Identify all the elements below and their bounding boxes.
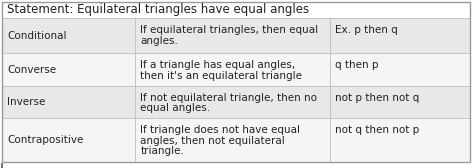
- Text: Statement: Equilateral triangles have equal angles: Statement: Equilateral triangles have eq…: [7, 4, 309, 16]
- Text: not p then not q: not p then not q: [335, 93, 419, 103]
- Text: If equilateral triangles, then equal: If equilateral triangles, then equal: [140, 25, 319, 35]
- Text: Contrapositive: Contrapositive: [7, 135, 83, 145]
- Text: If a triangle has equal angles,: If a triangle has equal angles,: [140, 60, 296, 71]
- Bar: [329, 53, 470, 86]
- Text: not q then not p: not q then not p: [335, 125, 419, 135]
- Text: If triangle does not have equal: If triangle does not have equal: [140, 125, 301, 135]
- Bar: [2, 53, 136, 86]
- Text: Ex. p then q: Ex. p then q: [335, 25, 397, 35]
- Text: triangle.: triangle.: [140, 146, 184, 156]
- Bar: [136, 118, 329, 162]
- Bar: [2, 2, 470, 18]
- Bar: [136, 18, 329, 53]
- Text: equal angles.: equal angles.: [140, 103, 210, 113]
- Text: angles, then not equilateral: angles, then not equilateral: [140, 136, 285, 146]
- Bar: [2, 18, 136, 53]
- Bar: [136, 86, 329, 118]
- Bar: [136, 53, 329, 86]
- Text: Converse: Converse: [7, 65, 56, 75]
- Text: Inverse: Inverse: [7, 97, 46, 107]
- Text: Conditional: Conditional: [7, 31, 66, 41]
- Text: angles.: angles.: [140, 35, 178, 46]
- Bar: [329, 86, 470, 118]
- Text: then it's an equilateral triangle: then it's an equilateral triangle: [140, 71, 302, 81]
- Text: If not equilateral triangle, then no: If not equilateral triangle, then no: [140, 93, 318, 103]
- Text: q then p: q then p: [335, 60, 378, 71]
- Bar: [2, 86, 136, 118]
- Bar: [329, 118, 470, 162]
- Bar: [2, 118, 136, 162]
- Bar: [329, 18, 470, 53]
